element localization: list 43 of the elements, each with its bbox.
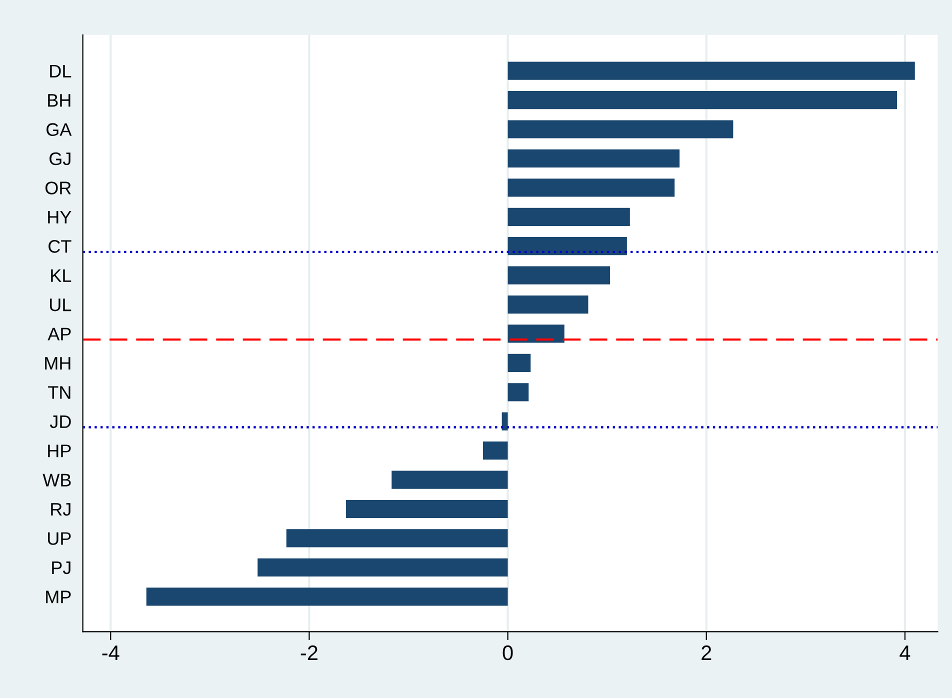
bar [508,90,898,110]
x-tick-label: 2 [702,645,712,660]
y-tick-label: TN [48,386,70,399]
y-tick-label: WB [42,474,71,486]
y-tick-label: UL [50,298,72,312]
x-tick-label: -2 [300,645,318,660]
bar [508,295,588,314]
bar [508,62,915,80]
y-tick-label: PJ [52,562,70,574]
y-tick-label: MP [46,590,71,604]
bar [508,237,627,256]
y-tick-label: MH [45,357,70,370]
bar [258,558,508,576]
bar [146,588,508,606]
bar [508,208,630,226]
x-tick-label: 0 [502,645,513,660]
bar [502,412,508,430]
y-tick-label: RJ [51,503,70,516]
y-tick-label: GJ [50,152,70,166]
y-tick-label: JD [50,415,71,428]
y-tick-label: DL [50,64,72,78]
bar [508,120,734,138]
y-tick-label: HP [48,444,71,458]
y-tick-label: CT [48,240,72,253]
bar [508,354,531,372]
bar [508,324,564,343]
y-tick-label: AP [48,328,71,340]
y-tick-label: BH [48,94,70,107]
y-tick-label: GA [46,123,72,136]
bar [508,178,675,197]
y-tick-label: UP [48,532,71,545]
bar [346,500,508,518]
y-tick-label: HY [48,211,72,224]
x-tick-label: -4 [102,646,120,660]
bar [482,442,508,460]
bar [508,383,529,402]
y-tick-label: KL [51,269,72,282]
x-tick-label: 4 [900,646,910,660]
bar [392,470,508,489]
bar [508,149,680,168]
y-tick-label: OR [45,182,71,194]
bar [286,529,508,548]
bar [508,266,610,284]
